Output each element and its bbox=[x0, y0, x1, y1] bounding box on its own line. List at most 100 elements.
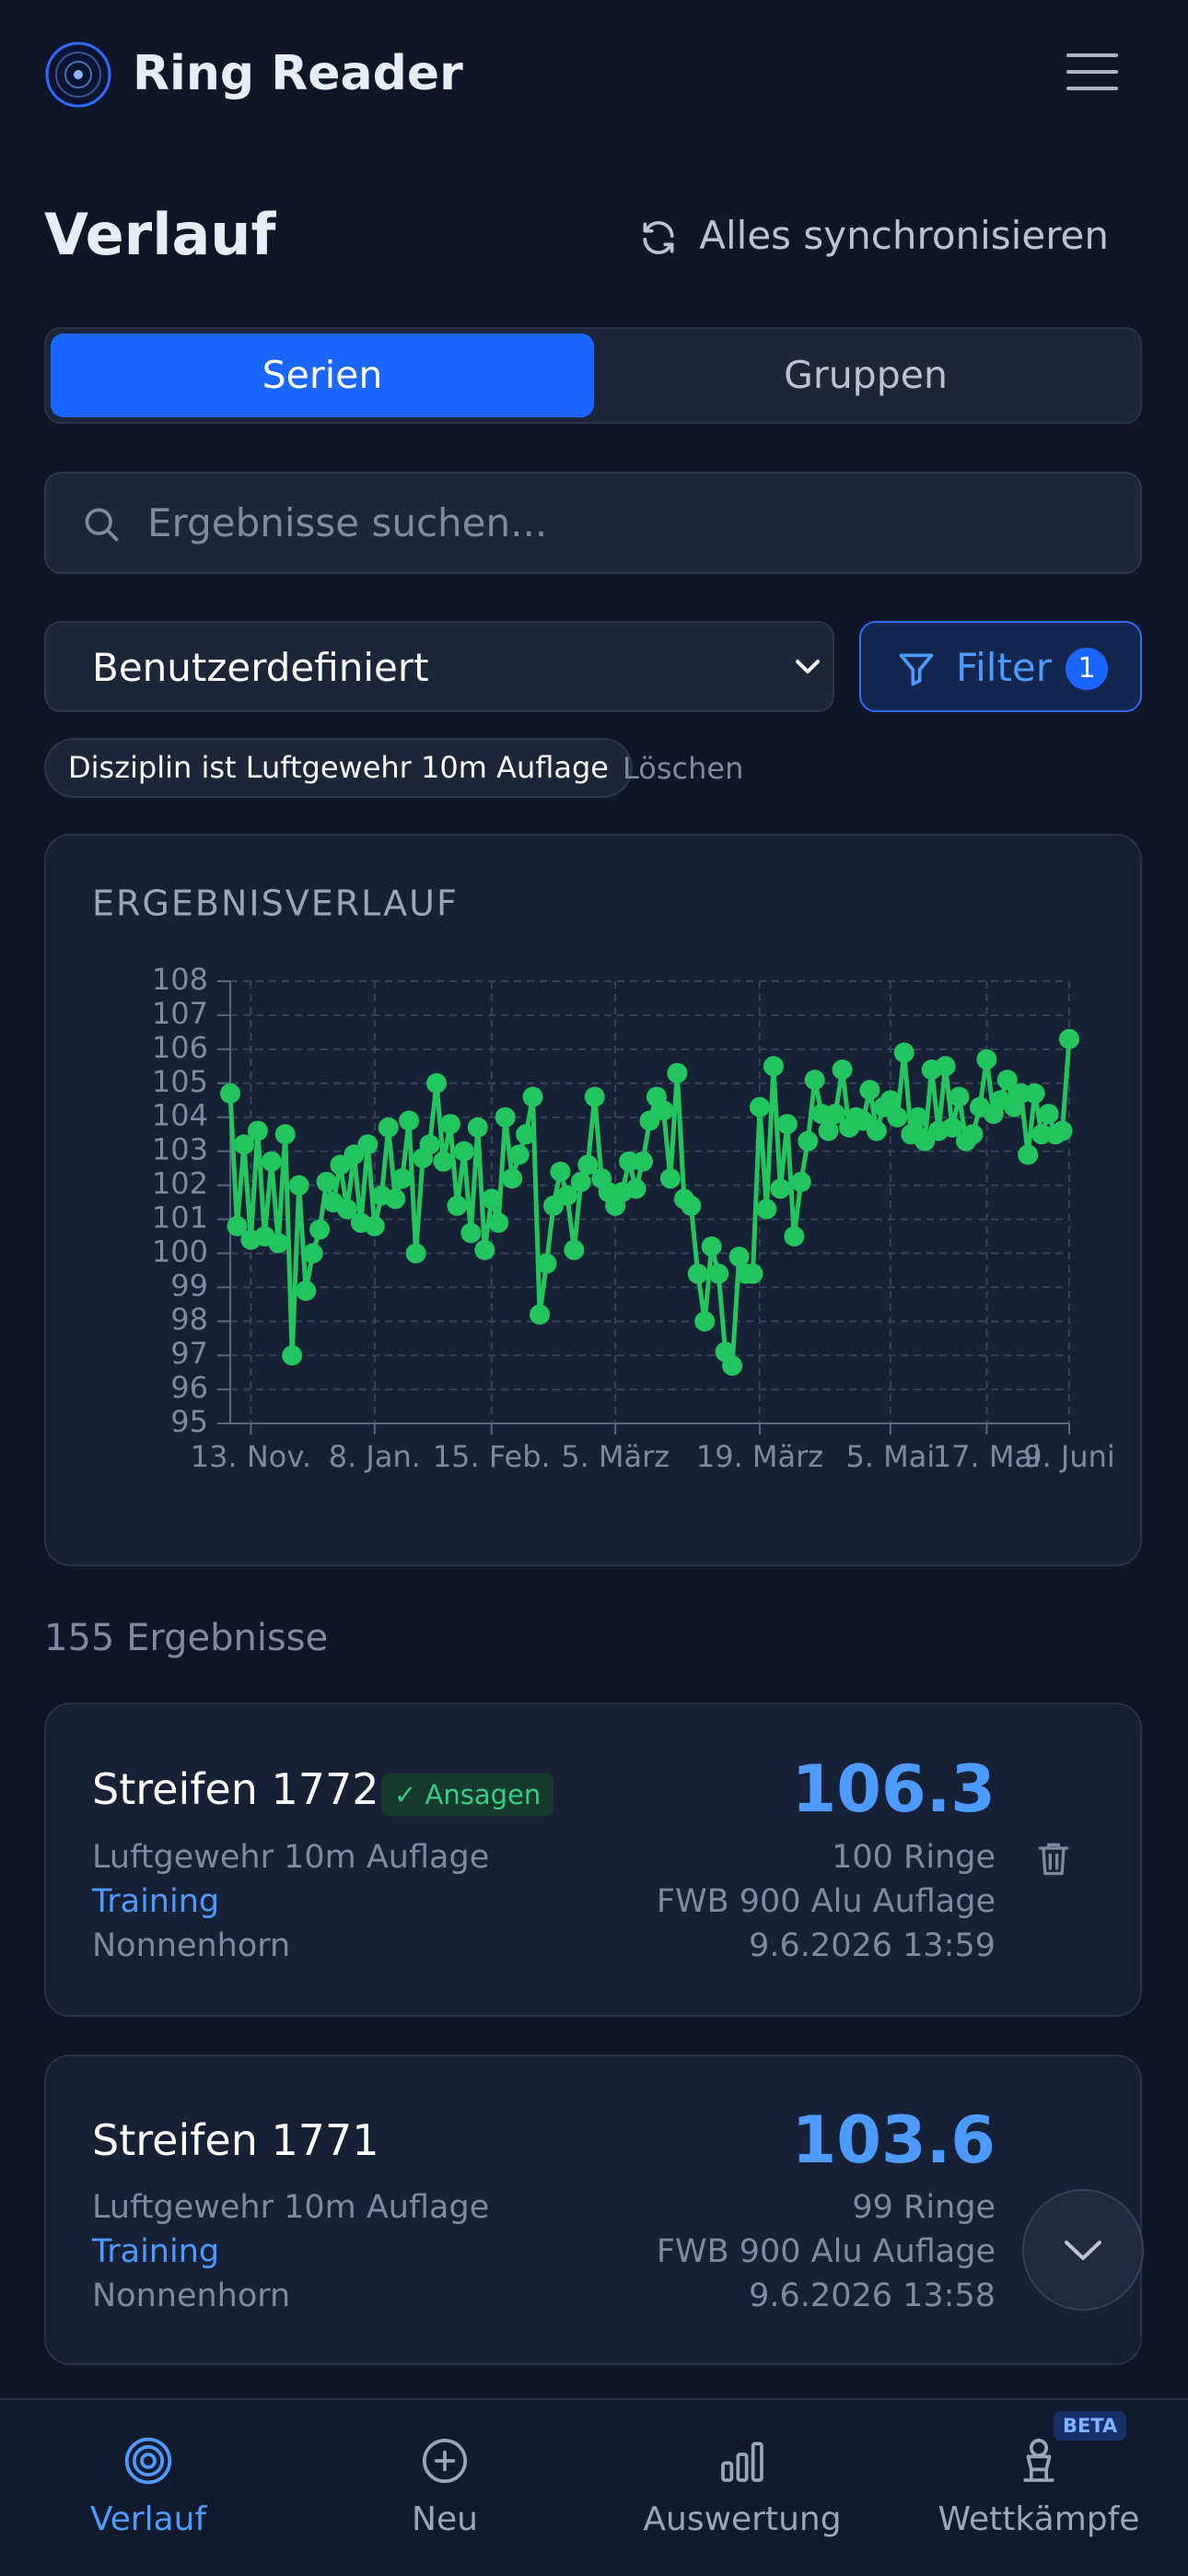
delete-button[interactable] bbox=[1033, 1837, 1074, 1879]
range-value: Benutzerdefiniert bbox=[92, 645, 429, 690]
bottom-nav: Verlauf Neu Auswertung Wettkämpfe BETA bbox=[0, 2398, 1188, 2576]
data-point bbox=[798, 1130, 819, 1152]
search-field[interactable]: Ergebnisse suchen... bbox=[44, 472, 1142, 574]
search-placeholder: Ergebnisse suchen... bbox=[147, 500, 548, 545]
data-point bbox=[268, 1233, 289, 1254]
y-tick-label: 101 bbox=[152, 1200, 208, 1235]
data-point bbox=[770, 1178, 791, 1200]
x-tick-label: 8. Jan. bbox=[329, 1439, 421, 1474]
data-point bbox=[935, 1056, 956, 1077]
logo bbox=[45, 41, 111, 108]
range-select[interactable]: Benutzerdefiniert bbox=[44, 621, 834, 712]
x-tick-label: 9. Juni bbox=[1023, 1439, 1115, 1474]
data-point bbox=[309, 1219, 331, 1240]
data-point bbox=[825, 1104, 846, 1124]
data-point bbox=[570, 1171, 591, 1192]
filter-count: 1 bbox=[1066, 648, 1108, 690]
filter-chip[interactable]: Disziplin ist Luftgewehr 10m Auflage bbox=[44, 738, 633, 798]
results-count: 155 Ergebnisse bbox=[44, 1617, 329, 1659]
data-point bbox=[357, 1134, 379, 1155]
result-kind: Training bbox=[92, 1883, 220, 1920]
search-icon bbox=[85, 508, 119, 542]
result-kind: Training bbox=[92, 2233, 220, 2270]
sync-label: Alles synchronisieren bbox=[699, 213, 1109, 258]
sync-button[interactable]: Alles synchronisieren bbox=[643, 212, 1109, 260]
result-score: 103.6 bbox=[791, 2102, 996, 2178]
result-rifle: FWB 900 Alu Auflage bbox=[656, 2233, 996, 2270]
result-title: Streifen 1771 bbox=[92, 2115, 379, 2165]
data-point bbox=[556, 1185, 577, 1206]
data-point bbox=[495, 1107, 516, 1128]
data-point bbox=[907, 1107, 928, 1128]
y-tick-label: 99 bbox=[170, 1268, 208, 1303]
nav-item-active[interactable]: Verlauf bbox=[38, 2428, 259, 2566]
chevron-down bbox=[1065, 2241, 1101, 2260]
menu-button[interactable] bbox=[1066, 52, 1120, 94]
nav-item[interactable]: Wettkämpfe BETA bbox=[910, 2411, 1168, 2566]
data-point bbox=[247, 1120, 268, 1142]
data-point bbox=[784, 1225, 805, 1247]
data-point bbox=[1059, 1028, 1079, 1049]
data-point bbox=[887, 1107, 908, 1128]
nav-item[interactable]: Neu bbox=[334, 2428, 555, 2566]
data-point bbox=[694, 1311, 716, 1332]
data-point bbox=[233, 1134, 254, 1155]
data-point bbox=[439, 1114, 460, 1135]
scroll-down-button[interactable] bbox=[1022, 2189, 1144, 2311]
result-date: 9.6.2026 13:58 bbox=[749, 2277, 996, 2314]
data-point bbox=[879, 1090, 901, 1111]
data-point bbox=[460, 1223, 482, 1244]
clear-filters[interactable]: Löschen bbox=[623, 751, 744, 786]
chart: ERGEBNISVERLAUF 959697989910010110210310… bbox=[92, 884, 1115, 1475]
data-point bbox=[667, 1062, 688, 1083]
nav-label: Auswertung bbox=[643, 2500, 842, 2538]
data-point bbox=[1052, 1120, 1073, 1142]
filter-button[interactable]: Filter 1 bbox=[859, 621, 1142, 712]
tab-active[interactable]: Serien bbox=[51, 334, 594, 417]
y-tick-label: 97 bbox=[170, 1336, 208, 1371]
nav-label: Neu bbox=[412, 2500, 478, 2538]
data-point bbox=[336, 1199, 357, 1220]
data-point bbox=[453, 1141, 474, 1162]
x-tick-label: 17. Mai bbox=[933, 1439, 1041, 1474]
data-point bbox=[391, 1168, 413, 1189]
filter-icon bbox=[899, 653, 934, 686]
data-point bbox=[282, 1345, 303, 1366]
data-point bbox=[274, 1124, 296, 1145]
data-point bbox=[942, 1117, 963, 1138]
data-point bbox=[516, 1124, 537, 1145]
data-point bbox=[742, 1263, 763, 1284]
y-tick-label: 102 bbox=[152, 1166, 208, 1201]
data-point bbox=[508, 1144, 530, 1165]
data-point bbox=[681, 1195, 702, 1216]
data-point bbox=[426, 1072, 448, 1094]
data-point bbox=[763, 1056, 784, 1077]
result-location: Nonnenhorn bbox=[92, 1927, 291, 1964]
chart-card: ERGEBNISVERLAUF 95 96 97 98 99 100 101 102 103 10… bbox=[44, 834, 1142, 1566]
page-title: Verlauf bbox=[44, 201, 276, 268]
data-point bbox=[378, 1117, 399, 1138]
result-card[interactable]: Streifen 1771 103.6 Luftgewehr 10m Aufla… bbox=[44, 2055, 1142, 2365]
x-tick-label: 13. Nov. bbox=[191, 1439, 311, 1474]
nav-icon bbox=[422, 2438, 468, 2484]
data-point bbox=[288, 1175, 309, 1196]
data-point bbox=[227, 1215, 248, 1236]
data-point bbox=[564, 1239, 585, 1260]
result-rings: 100 Ringe bbox=[832, 1839, 996, 1876]
data-point bbox=[701, 1236, 722, 1257]
data-point bbox=[625, 1178, 646, 1200]
tab[interactable]: Gruppen bbox=[784, 353, 948, 397]
data-point bbox=[728, 1247, 750, 1268]
app-title: Ring Reader bbox=[133, 46, 463, 101]
y-tick-label: 108 bbox=[152, 962, 208, 997]
series-line bbox=[227, 1038, 1072, 1368]
data-point bbox=[488, 1212, 509, 1234]
y-tick-label: 98 bbox=[170, 1302, 208, 1337]
y-tick-label: 104 bbox=[152, 1098, 208, 1133]
nav-label: Wettkämpfe bbox=[938, 2500, 1140, 2538]
data-point bbox=[364, 1215, 385, 1236]
nav-item[interactable]: Auswertung bbox=[613, 2428, 871, 2566]
result-card[interactable]: Streifen 1772 ✓ Ansagen 106.3 Luftgewehr… bbox=[44, 1703, 1142, 2017]
y-tick-label: 107 bbox=[152, 996, 208, 1031]
